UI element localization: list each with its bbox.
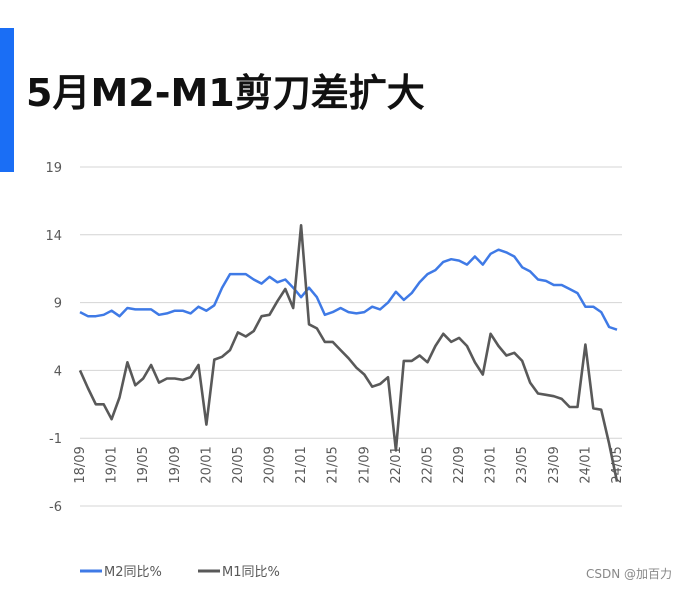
watermark: CSDN @加百力 (585, 567, 672, 581)
x-tick-label: 22/05 (420, 446, 435, 483)
y-tick-label: -1 (49, 432, 62, 447)
x-tick-label: 21/09 (357, 446, 372, 483)
x-tick-label: 19/05 (136, 446, 151, 483)
accent-bar (0, 28, 14, 172)
x-tick-label: 21/01 (294, 446, 309, 483)
y-tick-label: 14 (45, 229, 62, 244)
x-tick-label: 23/01 (484, 446, 499, 483)
x-tick-label: 23/09 (547, 446, 562, 483)
m1-series-line (78, 224, 619, 482)
x-tick-label: 18/09 (73, 446, 88, 483)
x-tick-label: 21/05 (326, 446, 341, 483)
legend-m2-label: M2同比% (104, 565, 162, 580)
x-tick-label: 20/09 (263, 446, 278, 483)
chart-title: 5月M2-M1剪刀差扩大 (26, 71, 425, 115)
y-tick-label: 4 (54, 364, 62, 379)
y-tick-label: 19 (45, 161, 62, 176)
x-tick-label: 22/09 (452, 446, 467, 483)
m2-series-line (79, 248, 618, 331)
y-tick-label: 9 (54, 297, 62, 312)
x-tick-label: 24/01 (578, 446, 593, 483)
x-tick-label: 23/05 (515, 446, 530, 483)
x-tick-label: 22/01 (389, 446, 404, 483)
x-tick-label: 24/05 (610, 446, 625, 483)
legend-m1-label: M1同比% (222, 565, 280, 580)
x-tick-label: 19/09 (168, 446, 183, 483)
y-tick-label: -6 (49, 500, 62, 515)
x-tick-label: 20/01 (199, 446, 214, 483)
x-tick-label: 20/05 (231, 446, 246, 483)
x-tick-label: 19/01 (105, 446, 120, 483)
